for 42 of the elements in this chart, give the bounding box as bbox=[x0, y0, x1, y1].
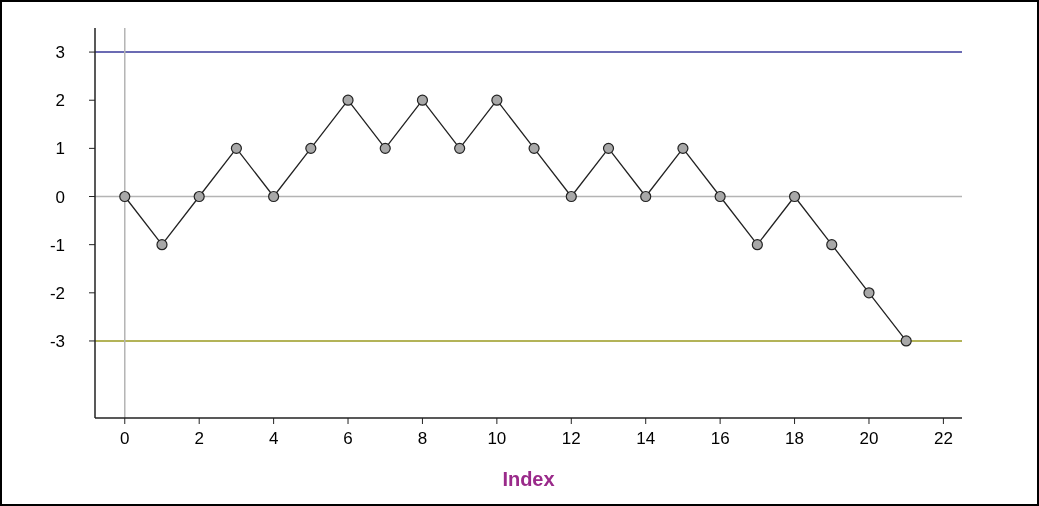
point bbox=[379, 142, 391, 154]
point bbox=[826, 239, 838, 251]
point bbox=[491, 94, 503, 106]
point bbox=[230, 142, 242, 154]
point bbox=[193, 190, 205, 203]
y-tick-label: 3 bbox=[55, 43, 65, 63]
point bbox=[342, 94, 354, 106]
y-tick-label: -3 bbox=[49, 331, 65, 351]
x-tick-label: 12 bbox=[561, 429, 581, 448]
x-tick-label: 0 bbox=[120, 429, 130, 448]
point bbox=[751, 239, 763, 251]
point bbox=[900, 335, 912, 347]
x-tick-label: 8 bbox=[417, 429, 428, 448]
y-tick-label: 2 bbox=[55, 91, 65, 111]
point bbox=[416, 94, 429, 106]
point bbox=[454, 142, 466, 154]
point bbox=[528, 142, 540, 154]
point bbox=[714, 190, 726, 203]
y-tick-label: 0 bbox=[55, 187, 65, 207]
x-tick-label: 4 bbox=[268, 429, 279, 448]
x-tick-label: 20 bbox=[859, 429, 879, 448]
point bbox=[677, 142, 689, 154]
point bbox=[268, 190, 280, 203]
point bbox=[565, 190, 577, 203]
point bbox=[119, 190, 131, 203]
x-tick-label: 16 bbox=[710, 429, 730, 448]
point bbox=[602, 142, 615, 154]
x-tick-label: 22 bbox=[933, 429, 953, 448]
y-tick-label: -1 bbox=[49, 235, 65, 255]
y-tick-label: 1 bbox=[55, 139, 65, 159]
point bbox=[863, 287, 875, 299]
y-tick-label: -2 bbox=[49, 283, 65, 303]
x-tick-label: 10 bbox=[487, 429, 507, 448]
point bbox=[305, 142, 317, 154]
point bbox=[640, 190, 652, 203]
x-tick-label: 18 bbox=[785, 429, 805, 448]
point bbox=[156, 239, 168, 251]
x-axis-title: Index bbox=[502, 468, 555, 490]
x-tick-label: 6 bbox=[343, 429, 353, 448]
x-tick-label: 14 bbox=[636, 429, 656, 448]
x-tick-label: 2 bbox=[194, 429, 204, 448]
point bbox=[788, 190, 801, 203]
